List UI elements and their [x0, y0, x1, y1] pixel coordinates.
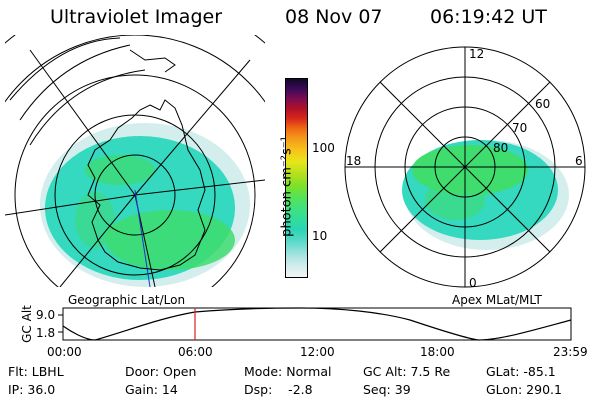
time-label: 06:19:42 UT — [430, 6, 547, 28]
xtick-0000: 00:00 — [47, 345, 82, 359]
meridian-lines — [5, 49, 265, 287]
mlt-label-0: 0 — [469, 276, 477, 290]
green-emission — [425, 180, 485, 220]
mlat-label-60: 60 — [535, 97, 551, 111]
green-emission — [85, 155, 155, 185]
ip-info: IP: 36.0 — [8, 382, 56, 397]
mlat-label-80: 80 — [493, 141, 509, 155]
green-emission — [75, 192, 115, 248]
mode-info: Mode: Normal — [244, 364, 332, 379]
xtick-1800: 18:00 — [420, 345, 455, 359]
gc-alt-info: GC Alt: 7.5 Re — [363, 364, 451, 379]
alt-ylabel: GC Alt — [20, 305, 34, 343]
mlat-label-70: 70 — [512, 121, 528, 135]
geo-panel-label: Geographic Lat/Lon — [68, 293, 186, 307]
dsp-info: Dsp: -2.8 — [244, 382, 313, 397]
mlt-lines — [345, 47, 585, 287]
altitude-plot-frame — [62, 307, 572, 341]
coastline — [87, 99, 206, 271]
green-emission — [105, 210, 235, 270]
alt-tick-9: 9.0 — [36, 308, 56, 322]
mlt-label-12: 12 — [469, 47, 485, 61]
glat-info: GLat: -85.1 — [486, 364, 556, 379]
date-label: 08 Nov 07 — [285, 6, 383, 28]
xtick-1200: 12:00 — [300, 345, 335, 359]
altitude-curve — [62, 307, 572, 341]
track-line — [134, 189, 151, 287]
xtick-0600: 06:00 — [178, 345, 213, 359]
door-info: Door: Open — [125, 364, 197, 379]
apex-panel-label: Apex MLat/MLT — [452, 293, 542, 307]
filter-info: Flt: LBHL — [8, 364, 64, 379]
alt-tick-1.8: 1.8 — [36, 326, 56, 340]
gain-info: Gain: 14 — [125, 382, 178, 397]
colorbar-tick-10: 10 — [312, 229, 328, 243]
xtick-2359: 23:59 — [553, 345, 588, 359]
mlt-label-6: 6 — [575, 154, 583, 168]
colorbar — [285, 78, 308, 278]
seq-info: Seq: 39 — [363, 382, 411, 397]
colorbar-tick-100: 100 — [312, 141, 335, 155]
mlt-label-18: 18 — [346, 154, 362, 168]
glon-info: GLon: 290.1 — [486, 382, 562, 397]
instrument-title: Ultraviolet Imager — [50, 6, 223, 28]
